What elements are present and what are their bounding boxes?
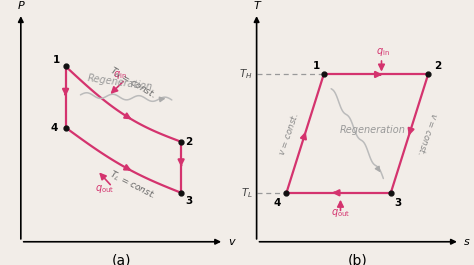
Text: $v$ = const.: $v$ = const. <box>416 111 441 157</box>
Text: Regeneration: Regeneration <box>87 74 154 93</box>
Text: $v$ = const.: $v$ = const. <box>276 111 301 157</box>
Text: $q_\mathrm{in}$: $q_\mathrm{in}$ <box>376 46 390 58</box>
Text: T: T <box>253 1 260 11</box>
Text: 4: 4 <box>51 122 58 132</box>
Text: 3: 3 <box>185 196 192 206</box>
Text: $q_\mathrm{out}$: $q_\mathrm{out}$ <box>95 183 114 195</box>
Text: 1: 1 <box>53 55 60 65</box>
Text: 2: 2 <box>434 61 441 71</box>
Text: 2: 2 <box>185 137 192 147</box>
Text: $T_H$: $T_H$ <box>239 68 253 81</box>
Text: v: v <box>228 237 234 247</box>
Text: $q_\mathrm{out}$: $q_\mathrm{out}$ <box>331 207 350 219</box>
Text: $q_\mathrm{in}$: $q_\mathrm{in}$ <box>113 69 127 81</box>
Text: P: P <box>18 1 24 11</box>
Text: $T_L$ = const.: $T_L$ = const. <box>107 168 158 203</box>
Text: 4: 4 <box>273 198 281 208</box>
Text: (a): (a) <box>112 253 131 265</box>
Text: $T_L$: $T_L$ <box>241 186 253 200</box>
Text: 3: 3 <box>395 198 402 208</box>
Text: (b): (b) <box>347 253 367 265</box>
Text: $T_H$ = const.: $T_H$ = const. <box>107 65 158 102</box>
Text: 1: 1 <box>313 61 320 71</box>
Text: s: s <box>464 237 469 247</box>
Text: Regeneration: Regeneration <box>339 125 405 135</box>
